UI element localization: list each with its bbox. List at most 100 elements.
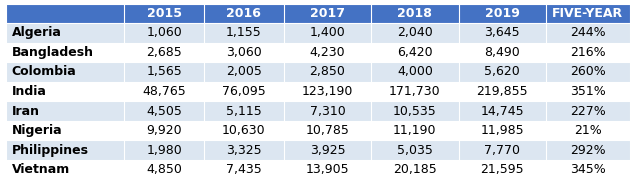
Text: 2,040: 2,040 [397,26,432,40]
FancyBboxPatch shape [124,43,204,62]
FancyBboxPatch shape [124,101,204,121]
Text: 5,620: 5,620 [485,66,520,79]
Text: 1,060: 1,060 [146,26,182,40]
FancyBboxPatch shape [6,43,124,62]
FancyBboxPatch shape [371,4,459,23]
FancyBboxPatch shape [546,121,630,140]
Text: 216%: 216% [570,46,605,59]
FancyBboxPatch shape [371,160,459,179]
FancyBboxPatch shape [459,140,546,160]
FancyBboxPatch shape [371,23,459,43]
FancyBboxPatch shape [546,160,630,179]
FancyBboxPatch shape [284,23,371,43]
Text: 21,595: 21,595 [481,163,524,176]
FancyBboxPatch shape [204,121,284,140]
Text: Bangladesh: Bangladesh [11,46,93,59]
Text: 2,685: 2,685 [146,46,182,59]
FancyBboxPatch shape [204,4,284,23]
FancyBboxPatch shape [284,82,371,101]
FancyBboxPatch shape [124,140,204,160]
FancyBboxPatch shape [371,121,459,140]
FancyBboxPatch shape [6,121,124,140]
FancyBboxPatch shape [6,62,124,82]
Text: Iran: Iran [11,104,39,117]
Text: 2,005: 2,005 [226,66,262,79]
Text: 2016: 2016 [226,7,261,20]
Text: FIVE-YEAR: FIVE-YEAR [552,7,623,20]
Text: 6,420: 6,420 [397,46,432,59]
FancyBboxPatch shape [284,62,371,82]
Text: Nigeria: Nigeria [11,124,62,137]
Text: India: India [11,85,46,98]
FancyBboxPatch shape [284,140,371,160]
Text: 11,985: 11,985 [481,124,524,137]
FancyBboxPatch shape [204,140,284,160]
FancyBboxPatch shape [459,101,546,121]
Text: Vietnam: Vietnam [11,163,70,176]
Text: 7,770: 7,770 [485,143,520,157]
Text: 1,155: 1,155 [226,26,262,40]
FancyBboxPatch shape [124,23,204,43]
FancyBboxPatch shape [459,62,546,82]
FancyBboxPatch shape [459,43,546,62]
Text: 11,190: 11,190 [393,124,437,137]
Text: 2018: 2018 [398,7,432,20]
FancyBboxPatch shape [284,4,371,23]
Text: 219,855: 219,855 [476,85,528,98]
FancyBboxPatch shape [284,121,371,140]
Text: 7,310: 7,310 [310,104,345,117]
FancyBboxPatch shape [6,4,124,23]
FancyBboxPatch shape [459,4,546,23]
Text: 227%: 227% [570,104,605,117]
Text: 1,565: 1,565 [146,66,182,79]
FancyBboxPatch shape [204,160,284,179]
FancyBboxPatch shape [204,82,284,101]
Text: 14,745: 14,745 [481,104,524,117]
FancyBboxPatch shape [459,121,546,140]
FancyBboxPatch shape [124,160,204,179]
FancyBboxPatch shape [459,23,546,43]
Text: 351%: 351% [570,85,605,98]
Text: 8,490: 8,490 [485,46,520,59]
Text: 10,535: 10,535 [393,104,437,117]
FancyBboxPatch shape [371,82,459,101]
Text: 5,115: 5,115 [226,104,262,117]
FancyBboxPatch shape [6,160,124,179]
FancyBboxPatch shape [124,4,204,23]
FancyBboxPatch shape [546,43,630,62]
FancyBboxPatch shape [546,4,630,23]
Text: Colombia: Colombia [11,66,76,79]
Text: 9,920: 9,920 [146,124,182,137]
FancyBboxPatch shape [284,160,371,179]
FancyBboxPatch shape [546,140,630,160]
FancyBboxPatch shape [6,101,124,121]
Text: 20,185: 20,185 [393,163,437,176]
Text: 2017: 2017 [310,7,345,20]
Text: Philippines: Philippines [11,143,88,157]
FancyBboxPatch shape [459,160,546,179]
FancyBboxPatch shape [124,62,204,82]
FancyBboxPatch shape [204,43,284,62]
FancyBboxPatch shape [546,23,630,43]
Text: 2,850: 2,850 [310,66,345,79]
FancyBboxPatch shape [284,101,371,121]
Text: 260%: 260% [570,66,605,79]
Text: Algeria: Algeria [11,26,61,40]
FancyBboxPatch shape [124,121,204,140]
FancyBboxPatch shape [546,82,630,101]
FancyBboxPatch shape [371,62,459,82]
Text: 3,325: 3,325 [226,143,261,157]
Text: 123,190: 123,190 [302,85,353,98]
Text: 10,630: 10,630 [222,124,266,137]
Text: 7,435: 7,435 [226,163,262,176]
FancyBboxPatch shape [371,101,459,121]
Text: 2019: 2019 [485,7,520,20]
FancyBboxPatch shape [6,140,124,160]
FancyBboxPatch shape [204,101,284,121]
FancyBboxPatch shape [546,62,630,82]
FancyBboxPatch shape [6,82,124,101]
FancyBboxPatch shape [371,43,459,62]
Text: 4,850: 4,850 [146,163,182,176]
Text: 2015: 2015 [146,7,182,20]
FancyBboxPatch shape [204,62,284,82]
